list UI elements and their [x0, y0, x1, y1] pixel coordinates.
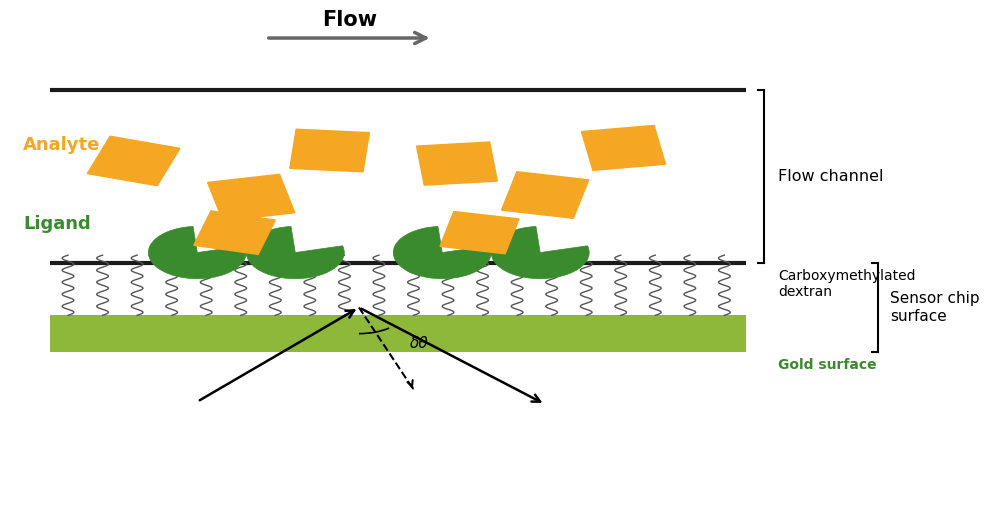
Text: Flow: Flow: [322, 9, 377, 29]
Wedge shape: [246, 227, 344, 279]
Text: δθ: δθ: [410, 336, 429, 350]
Text: Analyte: Analyte: [23, 136, 100, 154]
Wedge shape: [491, 227, 589, 279]
Polygon shape: [417, 142, 497, 185]
Polygon shape: [87, 136, 180, 186]
Polygon shape: [502, 171, 589, 218]
Text: Sensor chip
surface: Sensor chip surface: [890, 291, 980, 323]
Text: Flow channel: Flow channel: [778, 169, 884, 184]
Polygon shape: [581, 125, 666, 170]
Text: Ligand: Ligand: [23, 215, 91, 233]
Bar: [50, 315, 746, 352]
Polygon shape: [194, 211, 275, 255]
Polygon shape: [208, 174, 295, 221]
Text: Gold surface: Gold surface: [778, 358, 877, 372]
Wedge shape: [393, 227, 491, 279]
Polygon shape: [440, 211, 519, 254]
Wedge shape: [148, 227, 246, 279]
Text: Carboxymethylated
dextran: Carboxymethylated dextran: [778, 269, 916, 299]
Polygon shape: [290, 129, 369, 172]
